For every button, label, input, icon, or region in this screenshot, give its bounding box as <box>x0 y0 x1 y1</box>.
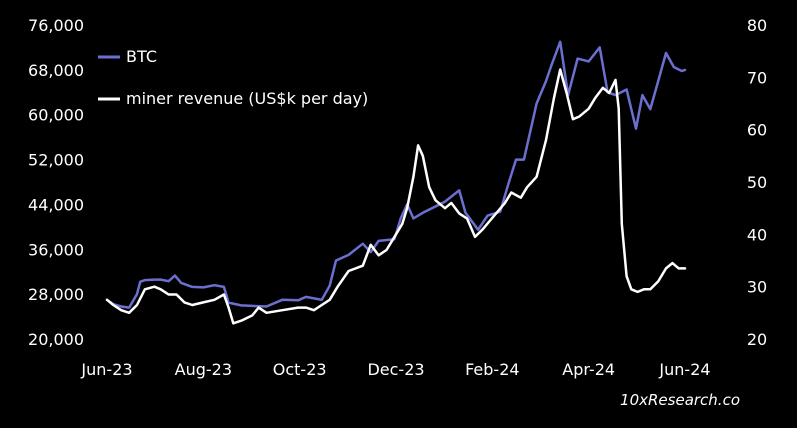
y-right-tick-label: 50 <box>747 173 767 192</box>
y-left-tick-label: 28,000 <box>28 285 84 304</box>
y-right-tick-label: 70 <box>747 68 767 87</box>
x-axis: Jun-23 Aug-23 Oct-23 Dec-23 Feb-24 Apr-24 Jun-… <box>80 360 710 379</box>
y-left-tick-label: 20,000 <box>28 330 84 349</box>
x-tick-label: Aug-23 <box>175 360 232 379</box>
x-tick-label: Jun-23 <box>80 360 132 379</box>
y-axis-left: 20,000 28,000 36,000 44,000 52,000 60,000 68,0… <box>28 16 84 349</box>
y-right-tick-label: 80 <box>747 16 767 35</box>
x-tick-label: Jun-24 <box>658 360 710 379</box>
y-left-tick-label: 52,000 <box>28 151 84 170</box>
legend-label-btc: BTC <box>126 47 157 66</box>
legend-label-miner-revenue: miner revenue (US$k per day) <box>126 89 368 108</box>
y-right-tick-label: 60 <box>747 121 767 140</box>
x-tick-label: Apr-24 <box>562 360 615 379</box>
y-right-tick-label: 30 <box>747 278 767 297</box>
series-line-btc <box>105 40 687 309</box>
y-left-tick-label: 68,000 <box>28 61 84 80</box>
y-right-tick-label: 40 <box>747 225 767 244</box>
y-left-tick-label: 76,000 <box>28 16 84 35</box>
plot-area <box>105 40 687 325</box>
y-left-tick-label: 44,000 <box>28 195 84 214</box>
y-right-tick-label: 20 <box>747 330 767 349</box>
x-tick-label: Feb-24 <box>465 360 519 379</box>
y-left-tick-label: 36,000 <box>28 240 84 259</box>
legend: BTC miner revenue (US$k per day) <box>98 47 368 108</box>
watermark: 10xResearch.co <box>620 391 740 409</box>
x-tick-label: Oct-23 <box>273 360 327 379</box>
x-tick-label: Dec-23 <box>367 360 424 379</box>
series-line-miner-revenue <box>105 68 687 325</box>
y-left-tick-label: 60,000 <box>28 106 84 125</box>
y-axis-right: 20 30 40 50 60 70 80 <box>747 16 767 349</box>
